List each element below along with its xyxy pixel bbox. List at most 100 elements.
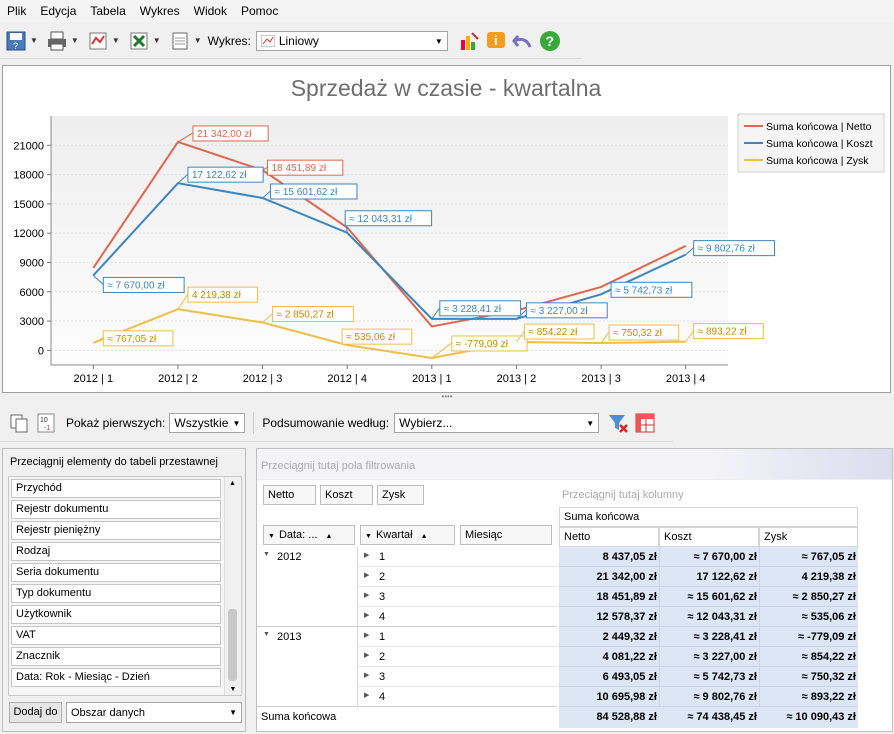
show-top-label: Pokaż pierwszych: bbox=[66, 415, 166, 430]
data-field-koszt[interactable]: Koszt bbox=[320, 485, 373, 505]
summary-value: Wybierz... bbox=[399, 415, 453, 430]
data-label: ≈ -779,09 zł bbox=[456, 339, 509, 350]
pivot-quarter-expand-icon[interactable]: ▶ bbox=[364, 632, 370, 639]
field-list-scrollbar[interactable]: ▲ ▼ bbox=[224, 477, 240, 695]
data-label: ≈ 767,05 zł bbox=[107, 334, 157, 345]
y-tick-label: 18000 bbox=[13, 170, 44, 182]
undo-icon[interactable] bbox=[510, 28, 536, 54]
main-toolbar: ? ▼ ▼ ▼ ▼ ▼ Wykres: Liniowy ▼ i ? bbox=[0, 23, 582, 59]
summary-label: Podsumowanie według: bbox=[262, 415, 390, 430]
pivot-quarter-label: 3 bbox=[379, 591, 386, 603]
row-field-data[interactable]: ▼ Data: ... ▲ bbox=[263, 525, 355, 545]
pivot-quarter-expand-icon[interactable]: ▶ bbox=[364, 652, 370, 659]
menu-tabela[interactable]: Tabela bbox=[90, 4, 126, 18]
line-chart[interactable]: Sprzedaż w czasie - kwartalna 21000 18000 1… bbox=[3, 66, 890, 392]
info-icon[interactable]: i bbox=[483, 28, 509, 54]
data-field-zysk[interactable]: Zysk bbox=[377, 485, 424, 505]
save-dropdown-icon[interactable]: ▼ bbox=[30, 36, 38, 45]
data-label-box bbox=[270, 183, 358, 200]
field-item[interactable]: Typ dokumentu bbox=[11, 584, 221, 603]
field-item[interactable]: Rejestr pieniężny bbox=[11, 521, 221, 540]
add-to-button[interactable]: Dodaj do bbox=[9, 702, 62, 723]
x-tick-label: 2012 | 2 bbox=[158, 373, 198, 385]
pivot-cell-koszt: ≈ 7 670,00 zł bbox=[659, 547, 759, 567]
pivot-quarter-expand-icon[interactable]: ▶ bbox=[364, 672, 370, 679]
print-preview-icon[interactable] bbox=[167, 28, 193, 54]
line-chart-icon bbox=[260, 34, 275, 47]
scroll-down-icon[interactable]: ▼ bbox=[229, 686, 237, 693]
field-item[interactable]: Znacznik bbox=[11, 647, 221, 666]
column-separator bbox=[357, 547, 358, 707]
data-label: ≈ 12 043,31 zł bbox=[349, 214, 413, 225]
splitter-handle[interactable]: •••• bbox=[441, 392, 453, 401]
pivot-year-collapse-icon[interactable]: ▼ bbox=[263, 551, 270, 558]
field-item[interactable]: Seria dokumentu bbox=[11, 563, 221, 582]
chart-type-value: Liniowy bbox=[278, 33, 319, 48]
data-label-leader bbox=[92, 275, 104, 285]
pivot-quarter-expand-icon[interactable]: ▶ bbox=[364, 552, 370, 559]
chart-panel: Sprzedaż w czasie - kwartalna 21000 18000 1… bbox=[2, 65, 891, 393]
save-icon[interactable]: ? bbox=[3, 28, 29, 54]
field-item[interactable]: Data: Rok - Miesiąc - Dzień bbox=[11, 668, 221, 687]
field-item[interactable]: VAT bbox=[11, 626, 221, 645]
pivot-quarter-label: 1 bbox=[379, 551, 386, 563]
row-field-kwartal[interactable]: ▼ Kwartał ▲ bbox=[360, 525, 455, 545]
data-label: 21 342,00 zł bbox=[197, 129, 252, 140]
data-label-box bbox=[610, 281, 693, 298]
chart-type-select[interactable]: Liniowy ▼ bbox=[255, 30, 448, 51]
menu-pomoc[interactable]: Pomoc bbox=[240, 4, 279, 18]
row-separator bbox=[357, 586, 557, 587]
menu-widok[interactable]: Widok bbox=[193, 4, 227, 18]
export-excel-icon[interactable] bbox=[126, 28, 152, 54]
data-label-box bbox=[451, 335, 528, 352]
field-item[interactable]: Użytkownik bbox=[11, 605, 221, 624]
data-label-leader bbox=[600, 288, 612, 295]
scroll-up-icon[interactable]: ▲ bbox=[229, 480, 236, 487]
data-field-netto[interactable]: Netto bbox=[263, 485, 316, 505]
pivot-quarter-expand-icon[interactable]: ▶ bbox=[364, 612, 370, 619]
export-excel-dropdown-icon[interactable]: ▼ bbox=[152, 36, 161, 45]
row-field-miesiac[interactable]: Miesiąc bbox=[460, 525, 552, 545]
data-label: ≈ 7 670,00 zł bbox=[107, 280, 165, 291]
export-pdf-icon[interactable] bbox=[85, 28, 111, 54]
print-preview-dropdown-icon[interactable]: ▼ bbox=[193, 36, 202, 45]
export-pdf-dropdown-icon[interactable]: ▼ bbox=[111, 36, 120, 45]
copy-icon[interactable] bbox=[6, 410, 32, 436]
field-list[interactable]: Przychód Rejestr dokumentu Rejestr pieni… bbox=[8, 476, 242, 696]
pivot-quarter-label: 1 bbox=[379, 631, 386, 643]
data-label-box bbox=[608, 324, 680, 341]
col-header-zysk[interactable]: Zysk bbox=[759, 527, 858, 547]
data-label-leader bbox=[93, 337, 104, 344]
show-top-select[interactable]: Wszystkie ▼ bbox=[169, 412, 246, 433]
col-header-koszt[interactable]: Koszt bbox=[659, 527, 759, 547]
print-dropdown-icon[interactable]: ▼ bbox=[70, 36, 79, 45]
pivot-quarter-expand-icon[interactable]: ▶ bbox=[364, 572, 370, 579]
top-n-icon[interactable]: 10 -1 bbox=[33, 410, 59, 436]
field-item[interactable]: Rejestr dokumentu bbox=[11, 500, 221, 519]
target-area-select[interactable]: Obszar danych ▼ bbox=[66, 702, 242, 723]
field-item[interactable]: Przychód bbox=[11, 479, 221, 498]
pivot-cell-zysk: ≈ 750,32 zł bbox=[759, 667, 858, 687]
menu-wykres[interactable]: Wykres bbox=[139, 4, 180, 18]
data-label: ≈ 2 850,27 zł bbox=[277, 310, 335, 321]
menu-edycja[interactable]: Edycja bbox=[40, 4, 77, 18]
filter-area[interactable] bbox=[257, 449, 892, 480]
pivot-cell-zysk: ≈ 2 850,27 zł bbox=[759, 587, 858, 607]
data-label: ≈ 535,06 zł bbox=[346, 332, 396, 343]
pivot-quarter-expand-icon[interactable]: ▶ bbox=[364, 692, 370, 699]
pivot-quarter-expand-icon[interactable]: ▶ bbox=[364, 592, 370, 599]
summary-select[interactable]: Wybierz... ▼ bbox=[394, 412, 600, 433]
print-icon[interactable] bbox=[44, 28, 70, 54]
help-icon[interactable]: ? bbox=[537, 28, 563, 54]
data-label-box bbox=[344, 210, 433, 227]
col-header-netto[interactable]: Netto bbox=[559, 527, 659, 547]
pivot-year-collapse-icon[interactable]: ▼ bbox=[263, 631, 270, 638]
sort-icon: ▼ bbox=[365, 533, 372, 540]
scroll-thumb[interactable] bbox=[228, 609, 237, 681]
pivot-layout-icon[interactable] bbox=[632, 410, 658, 436]
menu-plik[interactable]: Plik bbox=[7, 4, 27, 18]
chart-wizard-icon[interactable] bbox=[456, 28, 482, 54]
field-item[interactable]: Rodzaj bbox=[11, 542, 221, 561]
y-tick-label: 21000 bbox=[13, 140, 44, 152]
clear-filter-icon[interactable] bbox=[605, 410, 631, 436]
